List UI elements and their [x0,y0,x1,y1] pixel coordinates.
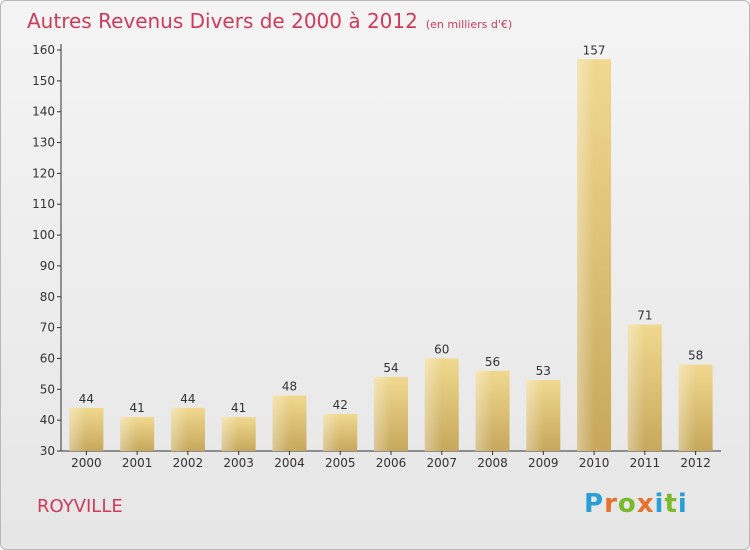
chart-title-text: Autres Revenus Divers de 2000 à 2012 [27,9,418,33]
y-tick-label: 150 [32,74,55,88]
bar-value-label: 71 [637,309,652,323]
bar-highlight [170,407,188,451]
bar-highlight [678,364,696,451]
logo-letter: i [677,489,688,519]
bar-chart: 30 40 50 60 70 80 90 100 110 120 130 140 150 160 44 200… [32,43,721,470]
bar-value-label: 54 [383,361,398,375]
x-tick-label: 2009 [528,456,559,470]
logo-letter: t [664,489,678,519]
y-tick-label: 130 [32,136,55,150]
y-tick-label: 70 [40,321,55,335]
bar-highlight [627,324,645,451]
logo-letter: i [654,489,665,519]
y-tick-label: 140 [32,105,55,119]
bar-highlight [272,395,290,451]
bar-value-label: 44 [79,392,94,406]
x-tick-label: 2007 [426,456,457,470]
bar-highlight [424,358,442,451]
bar-value-label: 60 [434,342,449,356]
y-tick-label: 80 [40,290,55,304]
bar-highlight [323,413,341,451]
bar-highlight [69,407,87,451]
x-tick-label: 2003 [223,456,254,470]
bar-highlight [526,380,544,451]
bar-highlight [577,59,595,451]
x-tick-label: 2000 [71,456,102,470]
x-tick-label: 2012 [680,456,711,470]
x-tick-label: 2006 [376,456,407,470]
y-tick-label: 40 [40,413,55,427]
x-tick-label: 2002 [173,456,204,470]
y-tick-label: 50 [40,382,55,396]
x-tick-label: 2008 [477,456,508,470]
logo-letter: r [604,489,618,519]
y-tick-label: 90 [40,259,55,273]
bar-value-label: 41 [130,401,145,415]
bar-value-label: 58 [688,349,703,363]
bar-value-label: 53 [536,364,551,378]
x-tick-label: 2005 [325,456,356,470]
logo-letter: o [617,489,637,519]
y-tick-label: 30 [40,444,55,458]
bar-value-label: 56 [485,355,500,369]
bar-highlight [221,417,239,451]
bar-value-label: 42 [333,398,348,412]
logo-letter: P [584,489,605,519]
y-tick-label: 110 [32,197,55,211]
y-tick-label: 160 [32,43,55,57]
bar-value-label: 41 [231,401,246,415]
y-tick-label: 120 [32,166,55,180]
bar-value-label: 48 [282,379,297,393]
bar-highlight [120,417,138,451]
chart-subtitle: (en milliers d'€) [425,18,513,31]
bar-highlight [374,376,391,451]
x-tick-label: 2011 [630,456,661,470]
chart-title: Autres Revenus Divers de 2000 à 2012 (en … [27,9,512,33]
y-tick-label: 60 [40,351,55,365]
x-tick-label: 2010 [579,456,610,470]
x-tick-label: 2004 [274,456,305,470]
proxiti-logo: Proxiti [584,489,688,519]
y-tick-label: 100 [32,228,55,242]
x-tick-label: 2001 [122,456,153,470]
bar-highlight [475,370,493,451]
bar-value-label: 44 [180,392,195,406]
bar-value-label: 157 [583,43,606,57]
location-label: ROYVILLE [37,496,123,517]
logo-letter: x [636,489,655,519]
